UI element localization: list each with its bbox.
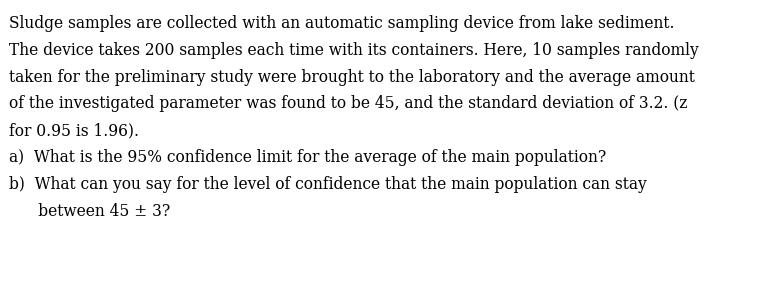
Text: The device takes 200 samples each time with its containers. Here, 10 samples ran: The device takes 200 samples each time w… bbox=[9, 42, 699, 59]
Text: b)  What can you say for the level of confidence that the main population can st: b) What can you say for the level of con… bbox=[9, 176, 647, 193]
Text: for 0.95 is 1.96).: for 0.95 is 1.96). bbox=[9, 122, 139, 139]
Text: taken for the preliminary study were brought to the laboratory and the average a: taken for the preliminary study were bro… bbox=[9, 68, 695, 86]
Text: between 45 ± 3?: between 45 ± 3? bbox=[9, 203, 170, 220]
Text: Sludge samples are collected with an automatic sampling device from lake sedimen: Sludge samples are collected with an aut… bbox=[9, 15, 675, 32]
Text: a)  What is the 95% confidence limit for the average of the main population?: a) What is the 95% confidence limit for … bbox=[9, 149, 607, 166]
Text: of the investigated parameter was found to be 45, and the standard deviation of : of the investigated parameter was found … bbox=[9, 95, 688, 112]
